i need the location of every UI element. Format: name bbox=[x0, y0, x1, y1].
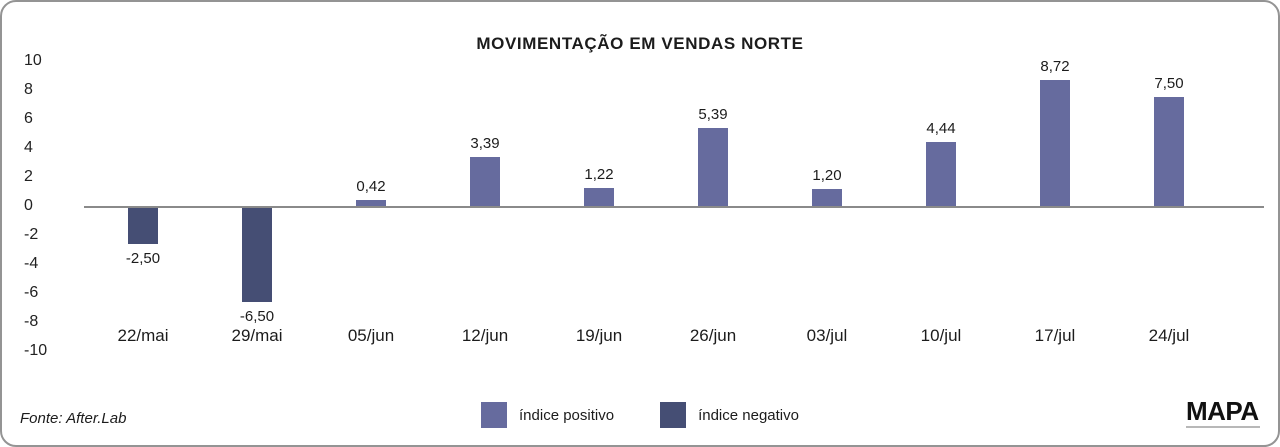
x-tick-label: 29/mai bbox=[231, 326, 283, 345]
bar bbox=[128, 208, 158, 245]
bar bbox=[1040, 79, 1070, 206]
x-tick-label: 12/jun bbox=[461, 326, 509, 345]
bar-value-label: -6,50 bbox=[239, 308, 275, 326]
bar-value-label: 5,39 bbox=[698, 105, 728, 123]
y-tick-label: 2 bbox=[24, 168, 33, 185]
y-tick-label: 6 bbox=[24, 110, 33, 127]
y-tick-label: 8 bbox=[24, 81, 33, 98]
bar-value-label: 7,50 bbox=[1154, 75, 1184, 93]
x-tick-label: 24/jul bbox=[1148, 326, 1190, 345]
mapa-logo: MAPA bbox=[1186, 398, 1260, 428]
y-tick-label: 0 bbox=[24, 197, 33, 214]
x-tick-label: 17/jul bbox=[1034, 326, 1076, 345]
y-tick-label: -6 bbox=[24, 284, 39, 301]
bar bbox=[584, 188, 614, 206]
x-tick-label: 22/mai bbox=[117, 326, 169, 345]
x-tick-label: 10/jul bbox=[920, 326, 962, 345]
y-tick-label: -8 bbox=[24, 313, 39, 330]
bar-value-label: 1,20 bbox=[812, 166, 842, 184]
bar bbox=[812, 188, 842, 206]
y-tick-label: 10 bbox=[24, 52, 42, 69]
x-tick-label: 19/jun bbox=[575, 326, 623, 345]
legend-label-negative: índice negativo bbox=[698, 406, 799, 424]
legend-swatch-positive-icon bbox=[481, 402, 508, 428]
bar bbox=[242, 208, 272, 303]
bar bbox=[470, 156, 500, 206]
zero-axis-line bbox=[84, 206, 1264, 208]
bar bbox=[356, 199, 386, 206]
source-credit: Fonte: After.Lab bbox=[20, 410, 127, 427]
bar bbox=[1154, 97, 1184, 206]
y-tick-label: -4 bbox=[24, 255, 39, 272]
legend-label-positive: índice positivo bbox=[519, 406, 615, 424]
legend-item-negative: índice negativo bbox=[660, 402, 799, 428]
bar bbox=[926, 141, 956, 206]
legend: índice positivo índice negativo bbox=[2, 402, 1278, 428]
legend-swatch-negative-icon bbox=[660, 402, 687, 428]
mapa-logo-text: MAPA bbox=[1186, 396, 1259, 426]
bar-value-label: 1,22 bbox=[584, 166, 614, 184]
bar-value-label: -2,50 bbox=[125, 250, 161, 268]
mapa-logo-tagline-microtext bbox=[1186, 426, 1260, 428]
bar-value-label: 0,42 bbox=[356, 177, 386, 195]
legend-item-positive: índice positivo bbox=[481, 402, 614, 428]
y-tick-label: 4 bbox=[24, 139, 33, 156]
x-tick-label: 03/jul bbox=[806, 326, 848, 345]
y-tick-label: -2 bbox=[24, 226, 39, 243]
x-tick-label: 05/jun bbox=[347, 326, 395, 345]
chart-title: MOVIMENTAÇÃO EM VENDAS NORTE bbox=[476, 34, 804, 53]
bar-value-label: 8,72 bbox=[1040, 57, 1070, 75]
y-tick-label: -10 bbox=[24, 342, 48, 359]
x-tick-label: 26/jun bbox=[689, 326, 737, 345]
bar bbox=[698, 127, 728, 206]
bar-value-label: 4,44 bbox=[926, 119, 956, 137]
bar-value-label: 3,39 bbox=[470, 134, 500, 152]
